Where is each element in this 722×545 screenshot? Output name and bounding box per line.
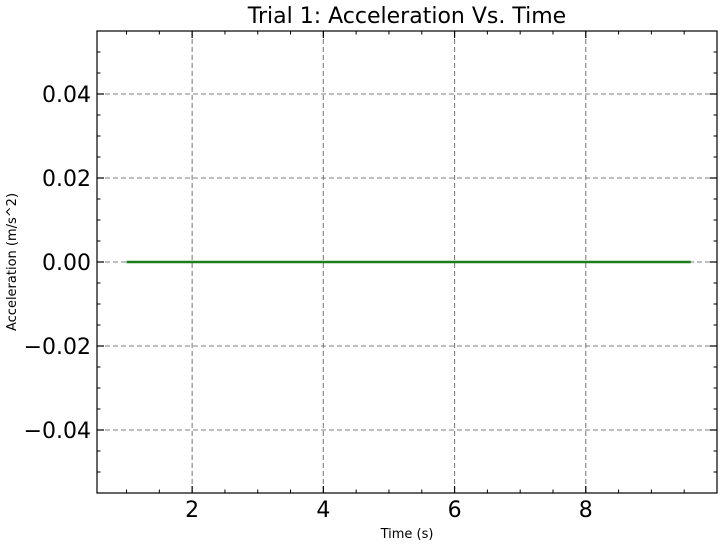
y-tick-label-0: −0.04	[24, 419, 91, 444]
x-tick-label-1: 4	[316, 498, 330, 523]
tick-labels-group: 2 4 6 8 −0.04 −0.02 0.00 0.02 0.04	[24, 83, 593, 523]
y-tick-label-4: 0.04	[42, 83, 91, 108]
y-tick-label-1: −0.02	[24, 335, 91, 360]
ticks-group	[97, 30, 717, 494]
y-tick-label-2: 0.00	[42, 251, 91, 276]
chart-title: Trial 1: Acceleration Vs. Time	[247, 4, 566, 29]
x-tick-label-3: 8	[579, 498, 593, 523]
y-tick-label-3: 0.02	[42, 167, 91, 192]
x-tick-label-0: 2	[185, 498, 199, 523]
y-axis-label: Acceleration (m/s^2)	[5, 193, 20, 331]
x-axis-label: Time (s)	[380, 527, 434, 542]
x-tick-label-2: 6	[448, 498, 462, 523]
